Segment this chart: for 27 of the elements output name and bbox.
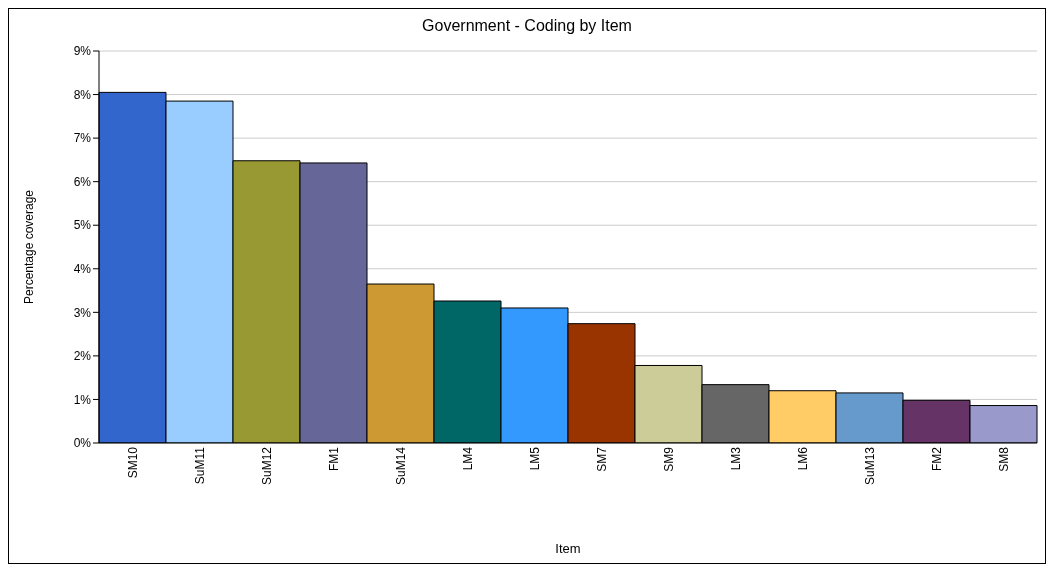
x-axis-title: Item: [555, 541, 581, 556]
chart-title: Government - Coding by Item: [421, 16, 633, 36]
x-tick-label: FM1: [327, 446, 342, 471]
x-tick-label: SuM11: [193, 446, 208, 485]
y-tick-label: 7%: [73, 131, 92, 146]
x-tick-label: SM10: [126, 446, 141, 479]
x-tick-label: SuM14: [394, 446, 409, 486]
y-tick-label: 4%: [73, 262, 92, 277]
x-tick-label: SM8: [997, 446, 1012, 472]
x-tick-label: SM7: [595, 446, 610, 472]
x-tick-label: SM9: [662, 446, 677, 472]
y-tick-label: 9%: [73, 44, 92, 59]
x-tick-label: LM5: [528, 446, 543, 471]
x-tick-label: FM2: [930, 446, 945, 471]
y-tick-label: 6%: [73, 174, 92, 189]
y-tick-label: 3%: [73, 305, 92, 320]
y-axis-title: Percentage coverage: [22, 189, 37, 305]
x-tick-label: LM4: [461, 446, 476, 471]
y-tick-label: 0%: [73, 436, 92, 451]
x-tick-label: LM6: [796, 446, 811, 471]
x-tick-label: LM3: [729, 446, 744, 471]
y-tick-label: 1%: [73, 392, 92, 407]
y-tick-label: 5%: [73, 218, 92, 233]
x-tick-label: SuM12: [260, 446, 275, 486]
y-tick-label: 2%: [73, 349, 92, 364]
y-tick-label: 8%: [73, 87, 92, 102]
x-tick-label: SuM13: [863, 446, 878, 486]
